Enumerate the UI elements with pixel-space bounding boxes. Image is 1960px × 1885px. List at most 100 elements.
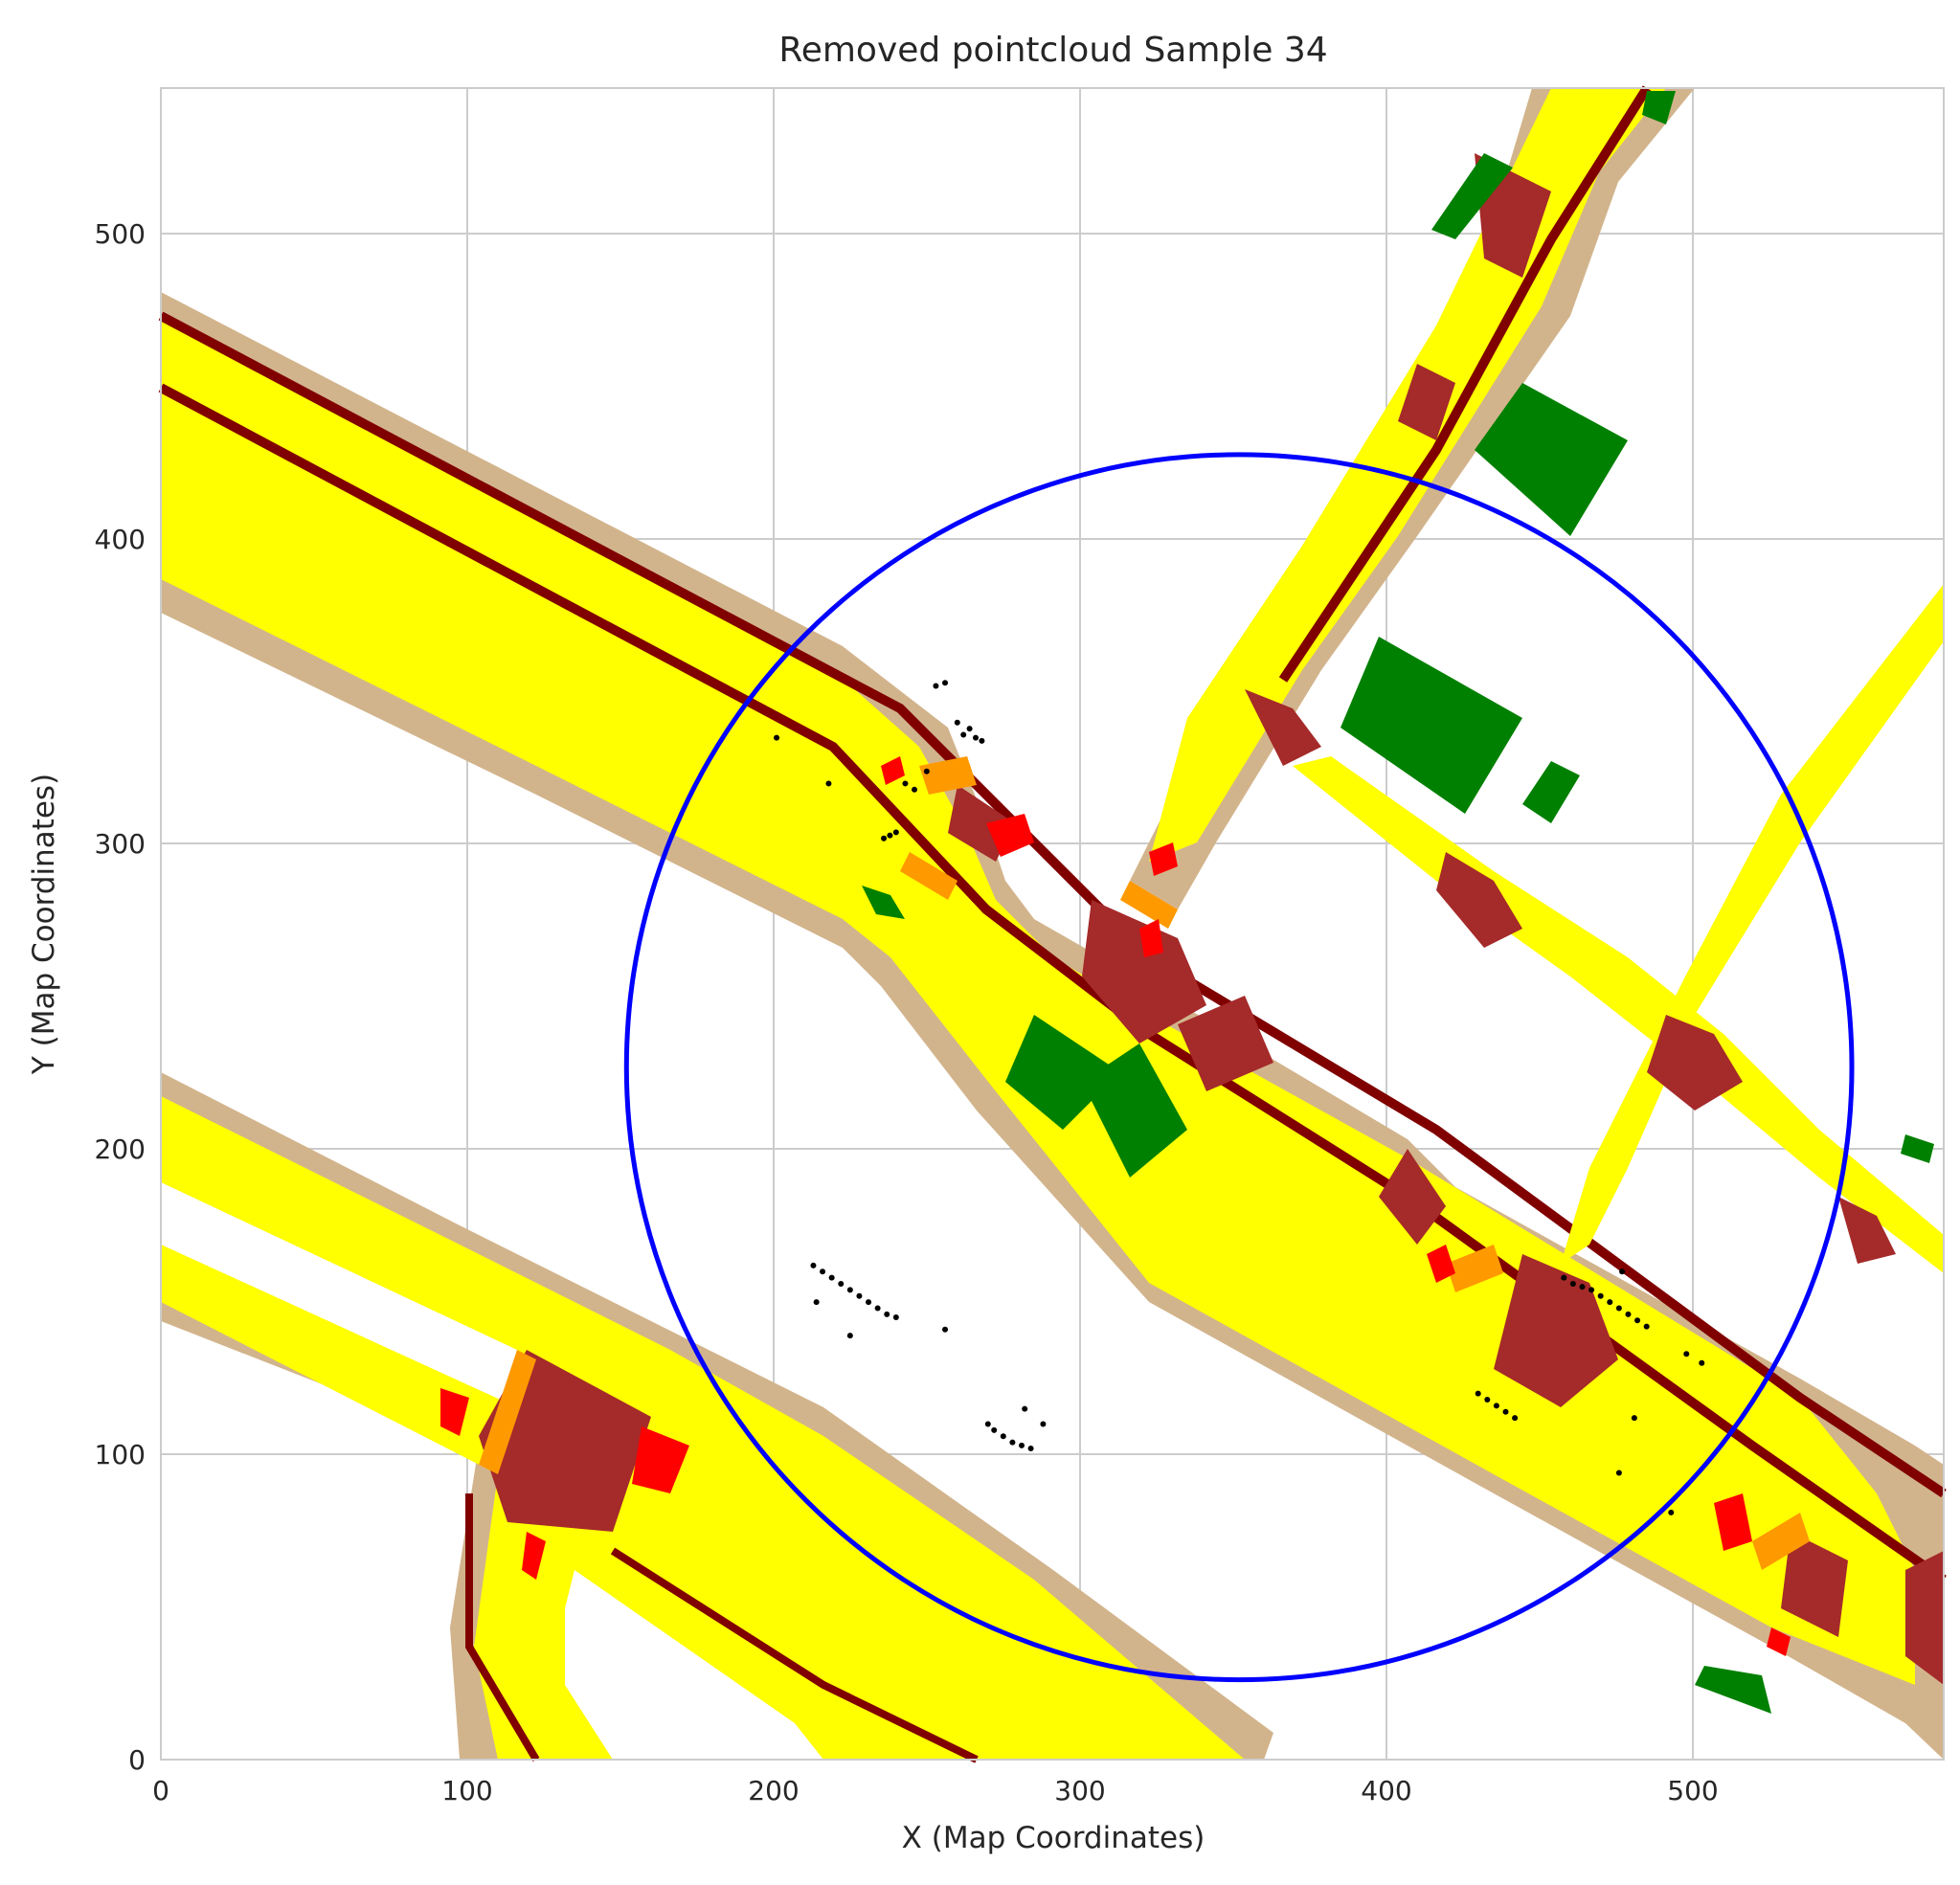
road-upper-left bbox=[161, 316, 1915, 1685]
removed-point bbox=[1631, 1415, 1637, 1422]
curb-lower-left-b bbox=[610, 1547, 979, 1763]
crosswalk-12 bbox=[1905, 1551, 1944, 1685]
x-axis-ticks: 0 100 200 300 400 500 bbox=[152, 1775, 1719, 1806]
stopline-5 bbox=[479, 1350, 536, 1474]
removed-point bbox=[1569, 1280, 1576, 1287]
x-tick-label: 100 bbox=[441, 1775, 492, 1806]
removed-point bbox=[813, 1299, 820, 1306]
y-tick-label: 500 bbox=[95, 218, 146, 250]
removed-point bbox=[966, 726, 973, 732]
removed-point bbox=[1475, 1390, 1481, 1397]
removed-point bbox=[884, 1311, 890, 1317]
removed-point bbox=[1615, 1470, 1622, 1476]
removed-point bbox=[1040, 1421, 1047, 1427]
removed-point bbox=[1009, 1439, 1016, 1446]
crosswalk-8 bbox=[1379, 1149, 1446, 1245]
vegetation-5 bbox=[1082, 1043, 1187, 1178]
removed-point bbox=[1000, 1433, 1006, 1440]
stopline-6 bbox=[900, 852, 957, 900]
removed-point bbox=[874, 1305, 881, 1312]
vehicle-6 bbox=[440, 1388, 469, 1436]
removed-point bbox=[973, 734, 980, 741]
removed-point bbox=[902, 780, 909, 787]
vehicle-1 bbox=[986, 814, 1034, 857]
stopline-1 bbox=[919, 756, 977, 795]
removed-point bbox=[892, 829, 899, 836]
y-axis-label: Y (Map Coordinates) bbox=[27, 774, 61, 1075]
removed-point bbox=[912, 786, 918, 793]
removed-point bbox=[1683, 1351, 1690, 1358]
x-tick-label: 400 bbox=[1361, 1775, 1411, 1806]
removed-point bbox=[1493, 1403, 1499, 1409]
crosswalk-4 bbox=[1245, 689, 1321, 766]
removed-point bbox=[1019, 1442, 1025, 1448]
crosswalk-9 bbox=[1494, 1254, 1618, 1407]
stopline-4 bbox=[1752, 1513, 1810, 1570]
plot-frame bbox=[160, 87, 1945, 1761]
removed-point bbox=[846, 1333, 853, 1339]
removed-point bbox=[810, 1262, 817, 1268]
removed-point bbox=[1668, 1509, 1675, 1515]
removed-point bbox=[1615, 1305, 1622, 1312]
removed-point bbox=[1699, 1359, 1705, 1366]
stopline-2 bbox=[1120, 881, 1178, 929]
range-circle bbox=[623, 452, 1855, 1683]
vehicle-8 bbox=[522, 1532, 546, 1580]
vehicle-4 bbox=[1427, 1245, 1455, 1283]
removed-point bbox=[942, 680, 949, 686]
crosswalk-10 bbox=[1647, 1015, 1743, 1111]
removed-point bbox=[979, 737, 985, 744]
curb-northeast bbox=[1278, 85, 1652, 683]
y-tick-label: 400 bbox=[95, 524, 146, 555]
removed-point bbox=[887, 832, 893, 839]
crosswalk-11 bbox=[1781, 1532, 1848, 1637]
semantic-map-layer bbox=[158, 85, 1947, 1763]
map-plot-area bbox=[158, 85, 1947, 1763]
removed-point bbox=[828, 1274, 835, 1281]
crosswalk-6 bbox=[1398, 364, 1455, 440]
vehicle-10 bbox=[1149, 842, 1178, 876]
vehicle-7 bbox=[632, 1426, 689, 1493]
removed-point bbox=[1579, 1284, 1586, 1290]
removed-point bbox=[881, 835, 888, 842]
crosswalk-3 bbox=[1178, 996, 1273, 1091]
x-axis-label: X (Map Coordinates) bbox=[902, 1821, 1205, 1855]
removed-point bbox=[984, 1421, 991, 1427]
vehicle-9 bbox=[1767, 1627, 1791, 1656]
road-northeast bbox=[1149, 88, 1666, 862]
road-lower-left bbox=[161, 1096, 1245, 1760]
vehicle-3 bbox=[1139, 919, 1163, 957]
vegetation-9 bbox=[1901, 1134, 1934, 1163]
removed-point bbox=[1619, 1268, 1626, 1275]
removed-point bbox=[820, 1268, 826, 1275]
removed-point bbox=[960, 731, 967, 738]
removed-point bbox=[1022, 1405, 1028, 1412]
removed-point bbox=[991, 1426, 998, 1433]
removed-point bbox=[1597, 1292, 1604, 1299]
removed-point bbox=[1625, 1311, 1632, 1317]
x-tick-label: 300 bbox=[1054, 1775, 1105, 1806]
x-tick-label: 500 bbox=[1667, 1775, 1718, 1806]
removed-point bbox=[1588, 1287, 1595, 1293]
removed-point bbox=[954, 719, 960, 726]
removed-point bbox=[774, 734, 780, 741]
vegetation-3 bbox=[1340, 637, 1522, 814]
removed-point bbox=[846, 1287, 853, 1293]
removed-point bbox=[1561, 1274, 1567, 1281]
y-axis-ticks: 0 100 200 300 400 500 bbox=[95, 218, 146, 1776]
y-tick-label: 200 bbox=[95, 1133, 146, 1165]
removed-point bbox=[1607, 1299, 1613, 1306]
stopline-3 bbox=[1446, 1245, 1503, 1292]
map-title: Removed pointcloud Sample 34 bbox=[778, 31, 1327, 70]
removed-point bbox=[856, 1292, 863, 1299]
curb-upper bbox=[158, 311, 1947, 1498]
y-tick-label: 300 bbox=[95, 828, 146, 860]
removed-point bbox=[923, 768, 930, 774]
vehicle-2 bbox=[881, 756, 905, 785]
removed-point bbox=[1512, 1415, 1519, 1422]
y-tick-label: 0 bbox=[128, 1744, 146, 1776]
removed-point bbox=[1634, 1317, 1641, 1324]
x-tick-label: 0 bbox=[152, 1775, 169, 1806]
crosswalk-7 bbox=[1436, 852, 1522, 948]
